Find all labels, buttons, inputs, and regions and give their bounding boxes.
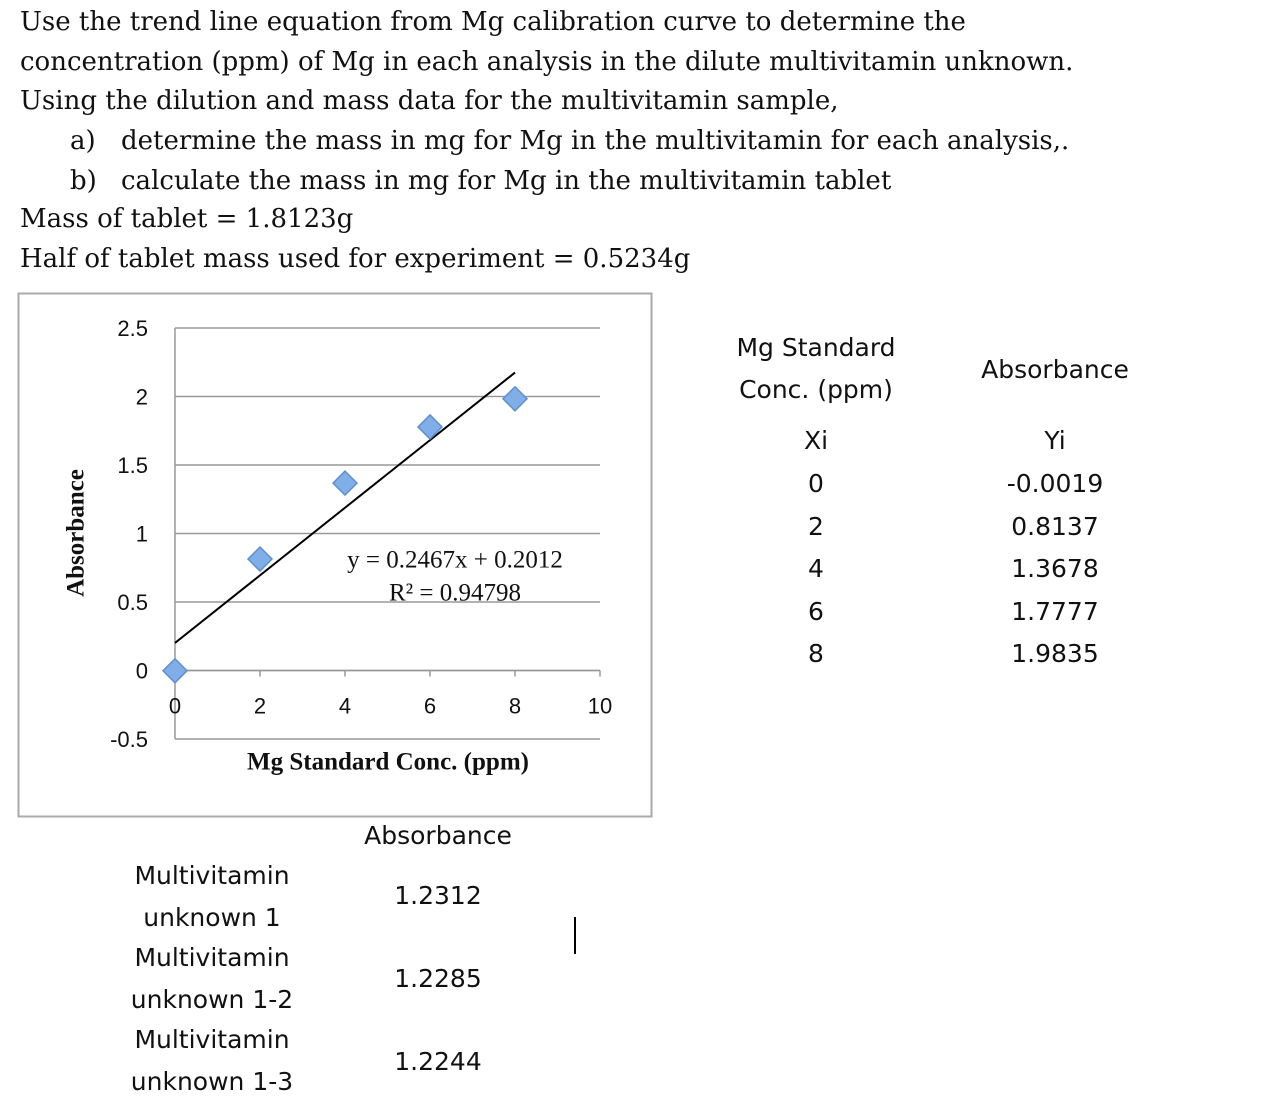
y-tick-label: 1: [136, 521, 148, 546]
y-tick-label: 1.5: [117, 453, 148, 478]
data-point: [246, 545, 274, 573]
task-text: determine the mass in mg for Mg in the m…: [121, 126, 1070, 156]
table-cell: 8: [808, 639, 824, 668]
instruction-line: concentration (ppm) of Mg in each analys…: [20, 47, 1074, 77]
x-tick-label: 0: [169, 693, 181, 718]
chart-frame: [17, 292, 653, 818]
chart: -0.5 0 0.5 1 1.5 2 2.5 0 2 4 6 8 10 y = 0.2467x + 0.2…: [17, 292, 653, 818]
table-row-label: Multivitamin unknown 1-2: [130, 943, 294, 1014]
data-point: [331, 470, 359, 497]
data-point: [161, 657, 189, 684]
table-cell: 1.2312: [394, 881, 482, 910]
table-subheader: Yi: [1044, 426, 1066, 455]
annotation: y = 0.2467x + 0.2012: [347, 547, 563, 574]
y-tick-label: 2.5: [117, 316, 148, 341]
data-point: [416, 413, 444, 441]
table-row-label: Multivitamin unknown 1: [134, 861, 290, 932]
table-cell: 1.3678: [1011, 554, 1099, 583]
task-text: calculate the mass in mg for Mg in the m…: [121, 166, 892, 196]
y-tick-label: 0: [136, 658, 148, 683]
y-axis-title: Absorbance: [63, 469, 90, 597]
table-cell: 6: [808, 596, 824, 626]
x-axis-title: Mg Standard Conc. (ppm): [247, 749, 529, 776]
trendline: [174, 371, 516, 644]
instruction-line: Use the trend line equation from Mg cali…: [20, 7, 966, 37]
table-header: Mg Standard Conc. (ppm): [736, 333, 896, 404]
x-tick-label: 10: [588, 693, 612, 718]
x-tick-label: 4: [339, 693, 351, 718]
table-subheader: Xi: [803, 426, 829, 455]
instruction-line: Using the dilution and mass data for the…: [20, 86, 839, 116]
given-line: Half of tablet mass used for experiment …: [20, 244, 691, 274]
x-tick-label: 2: [254, 693, 266, 718]
task-label: a): [70, 126, 96, 156]
table-cell: 4: [808, 554, 824, 583]
table-cell: 1.9835: [1011, 639, 1099, 668]
x-tick-label: 8: [509, 693, 521, 718]
table-cell: 1.7777: [1011, 596, 1099, 626]
data-point: [501, 385, 529, 412]
table-header: Absorbance: [364, 821, 512, 850]
table-cell: -0.0019: [1006, 469, 1104, 498]
given-line: Mass of tablet = 1.8123g: [20, 204, 354, 234]
table-cell: 0: [808, 469, 824, 498]
table-cell: 0.8137: [1011, 511, 1099, 541]
task-label: b): [70, 166, 97, 196]
y-tick-label: 2: [136, 384, 148, 409]
y-tick-label: -0.5: [110, 727, 148, 752]
y-tick-label: 0.5: [117, 590, 148, 615]
table-cell: 1.2244: [394, 1047, 482, 1076]
table-header: Absorbance: [981, 355, 1129, 384]
x-tick-label: 6: [424, 693, 436, 718]
table-cell: 2: [808, 511, 824, 541]
table-cell: 1.2285: [394, 964, 482, 993]
annotation: R² = 0.94798: [389, 580, 521, 607]
table-row-label: Multivitamin unknown 1-3: [130, 1025, 294, 1096]
